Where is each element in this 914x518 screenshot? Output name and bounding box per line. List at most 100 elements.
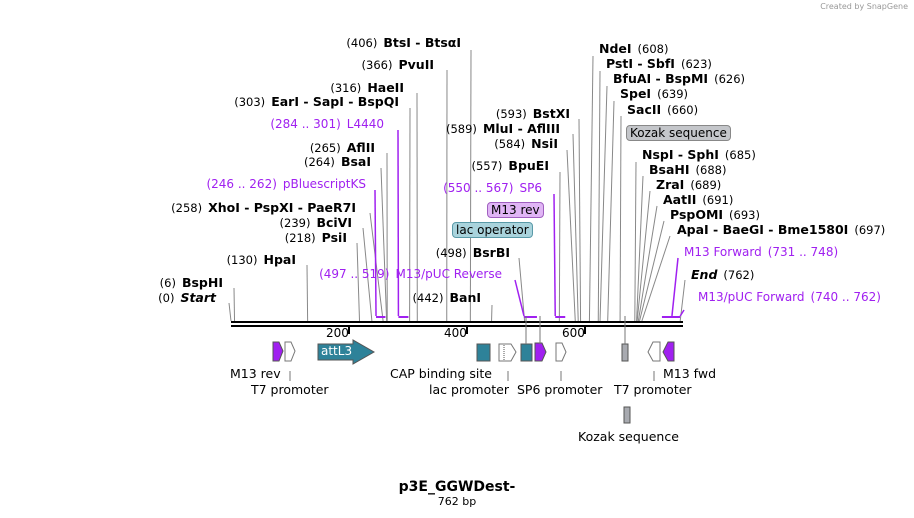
- restriction-site-label[interactable]: ApaI - BaeGI - Bme1580I (697): [671, 222, 885, 238]
- site-leader-line: [636, 175, 644, 322]
- primer-label[interactable]: (550 .. 567) SP6: [443, 181, 548, 195]
- restriction-site-label[interactable]: (303) EarI - SapI - BspQI: [234, 94, 405, 110]
- site-position: (589): [446, 122, 477, 136]
- t7-promoter-right-label[interactable]: T7 promoter: [614, 382, 692, 397]
- site-leader-line: [572, 133, 579, 322]
- restriction-site-label[interactable]: NdeI (608): [593, 41, 669, 57]
- m13-rev-feature-label[interactable]: M13 rev: [230, 366, 281, 381]
- site-position: (693): [729, 208, 760, 222]
- enzyme-name: MluI - AflIII: [482, 121, 560, 136]
- t7-promoter-left-label[interactable]: T7 promoter: [251, 382, 329, 397]
- restriction-site-label[interactable]: PstI - SbfI (623): [600, 56, 712, 72]
- cap-binding-site-label[interactable]: CAP binding site: [390, 366, 492, 381]
- site-leader-line: [641, 235, 671, 322]
- restriction-site-label[interactable]: (584) NsiI: [494, 136, 564, 152]
- primer-label[interactable]: M13/pUC Forward (740 .. 762): [692, 290, 881, 304]
- sp6-promoter-arrow: [555, 342, 567, 362]
- enzyme-name: PspOMI: [670, 207, 724, 222]
- snapgene-credit: Created by SnapGene: [820, 2, 908, 11]
- kozak-sequence-label[interactable]: Kozak sequence: [626, 125, 731, 141]
- restriction-site-label[interactable]: (265) AflII: [310, 140, 381, 156]
- restriction-site-label[interactable]: (239) BciVI: [280, 215, 358, 231]
- site-position: (608): [637, 42, 669, 56]
- kozak-box-lower: [623, 406, 631, 424]
- sp6-promoter-label[interactable]: SP6 promoter: [517, 382, 603, 397]
- enzyme-name: NdeI: [599, 41, 632, 56]
- site-position: (0): [158, 291, 175, 305]
- site-position: (689): [690, 178, 722, 192]
- restriction-site-label[interactable]: (264) BsaI: [304, 154, 377, 170]
- restriction-site-label[interactable]: SpeI (639): [614, 86, 688, 102]
- restriction-site-label[interactable]: AatII (691): [657, 192, 733, 208]
- restriction-site-label[interactable]: (316) HaeII: [330, 80, 410, 96]
- restriction-site-label[interactable]: (218) PsiI: [285, 230, 353, 246]
- restriction-site-label[interactable]: PspOMI (693): [664, 207, 760, 223]
- site-position: (264): [304, 155, 335, 169]
- enzyme-name: BstXI: [532, 106, 570, 121]
- restriction-site-label[interactable]: BfuAI - BspMI (626): [607, 71, 746, 87]
- restriction-site-label[interactable]: (366) PvuII: [362, 57, 440, 73]
- restriction-site-label[interactable]: (406) BtsI - BtsαI: [346, 35, 467, 51]
- site-position: (498): [435, 246, 467, 260]
- primer-range: (284 .. 301): [270, 117, 341, 131]
- enzyme-name: AatII: [663, 192, 697, 207]
- site-position: (316): [330, 81, 362, 95]
- site-leader-line: [306, 264, 309, 322]
- enzyme-name: BtsI - BtsαI: [383, 35, 461, 50]
- cap-binding-site-box: [476, 343, 491, 362]
- restriction-site-label[interactable]: (442) BanI: [412, 290, 487, 306]
- primer-label[interactable]: M13 Forward (731 .. 748): [678, 245, 838, 259]
- restriction-site-label[interactable]: (0) Start: [158, 290, 222, 306]
- tick-label-200: 200: [326, 326, 349, 340]
- site-leader-line: [356, 242, 361, 322]
- primer-range: (246 .. 262): [206, 177, 277, 191]
- site-position: (130): [226, 253, 258, 267]
- enzyme-name: ApaI - BaeGI - Bme1580I: [677, 222, 849, 237]
- restriction-site-label[interactable]: (498) BsrBI: [435, 245, 516, 261]
- attl3-label[interactable]: attL3: [321, 344, 353, 358]
- enzyme-name: NspI - SphI: [642, 147, 719, 162]
- restriction-site-label[interactable]: (6) BspHI: [160, 275, 229, 291]
- enzyme-name: ZraI: [656, 177, 685, 192]
- site-position: (584): [494, 137, 526, 151]
- primer-name: M13/pUC Forward: [698, 290, 805, 304]
- primer-leader-line: [553, 193, 556, 317]
- site-position: (626): [714, 72, 746, 86]
- site-position: (258): [171, 201, 203, 215]
- restriction-site-label[interactable]: (130) HpaI: [226, 252, 302, 268]
- kozak-feature-label[interactable]: Kozak sequence: [578, 429, 679, 444]
- t7-promoter-right-arrow: [647, 341, 661, 362]
- enzyme-name: NsiI: [531, 136, 558, 151]
- site-leader-line: [578, 118, 582, 322]
- restriction-site-label[interactable]: BsaHI (688): [643, 162, 726, 178]
- lac-operator-label[interactable]: lac operator: [452, 222, 533, 238]
- primer-range: (550 .. 567): [443, 181, 514, 195]
- restriction-site-label[interactable]: End (762): [685, 267, 754, 283]
- primer-label[interactable]: (284 .. 301) L4440: [270, 117, 390, 131]
- site-leader-line: [558, 171, 561, 322]
- site-leader-line: [380, 167, 388, 322]
- m13-fwd-feature-label[interactable]: M13 fwd: [663, 366, 717, 381]
- restriction-site-label[interactable]: (589) MluI - AflIII: [446, 121, 566, 137]
- lac-promoter-label[interactable]: lac promoter: [429, 382, 509, 397]
- m13-rev-label[interactable]: M13 rev: [487, 202, 544, 218]
- restriction-site-label[interactable]: SacII (660): [621, 102, 698, 118]
- enzyme-name: BciVI: [316, 215, 352, 230]
- site-position: (406): [346, 36, 378, 50]
- site-leader-line: [588, 55, 594, 322]
- restriction-site-label[interactable]: NspI - SphI (685): [636, 147, 756, 163]
- primer-name: SP6: [519, 181, 543, 195]
- site-leader-line: [566, 149, 576, 322]
- m13-rev-sp6-primer-arrow: [534, 342, 547, 362]
- restriction-site-label[interactable]: (258) XhoI - PspXI - PaeR7I: [171, 200, 362, 216]
- enzyme-name: SacII: [627, 102, 662, 117]
- enzyme-name: EarI - SapI - BspQI: [271, 94, 399, 109]
- restriction-site-label[interactable]: (557) BpuEI: [471, 158, 555, 174]
- enzyme-name: BspHI: [181, 275, 223, 290]
- primer-label[interactable]: (497 .. 519) M13/pUC Reverse: [319, 267, 508, 281]
- site-position: (442): [412, 291, 444, 305]
- restriction-site-label[interactable]: ZraI (689): [650, 177, 722, 193]
- restriction-site-label[interactable]: (593) BstXI: [496, 106, 576, 122]
- primer-label[interactable]: (246 .. 262) pBluescriptKS: [206, 177, 372, 191]
